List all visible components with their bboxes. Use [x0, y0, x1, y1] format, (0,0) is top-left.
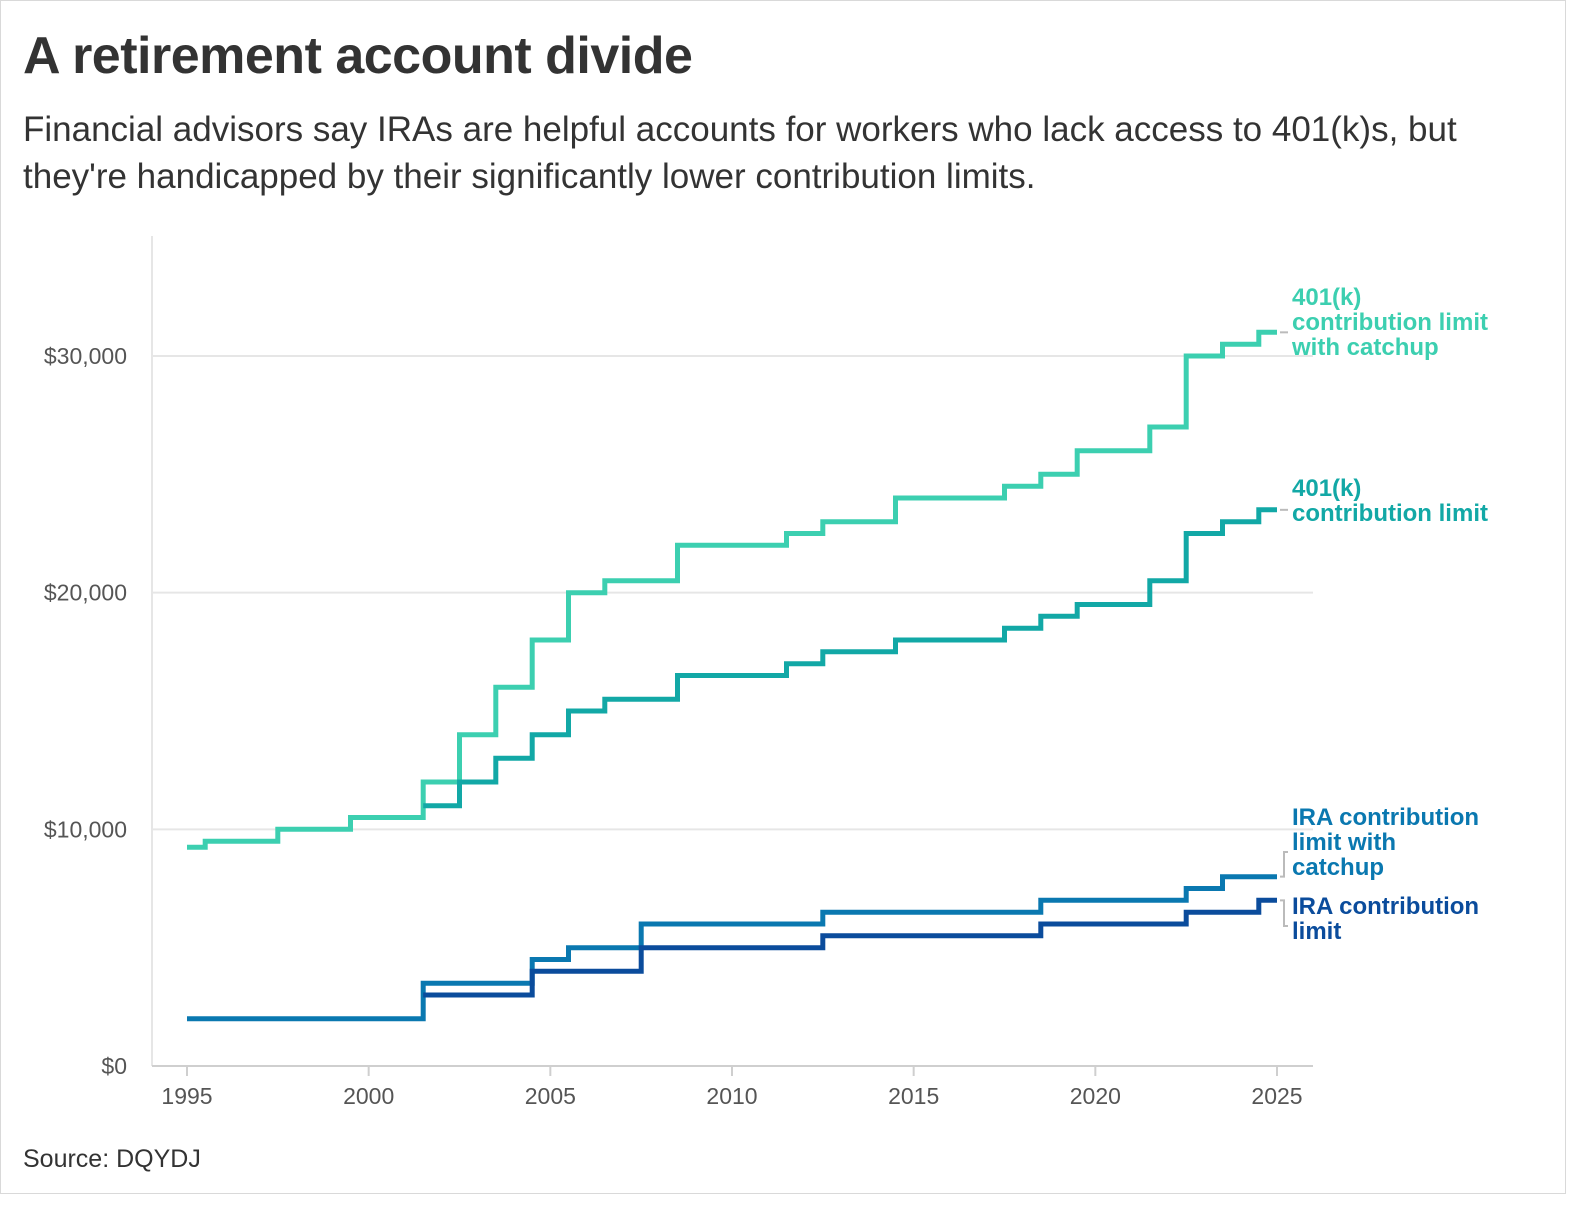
series-label-k401_catchup: 401(k) contribution limit with catchup — [1291, 284, 1488, 361]
x-tick-label: 2020 — [1070, 1083, 1121, 1109]
chart-frame — [0, 0, 1566, 1194]
x-tick-label: 2005 — [525, 1083, 576, 1109]
x-tick-label: 1995 — [161, 1083, 212, 1109]
x-tick-label: 2025 — [1251, 1083, 1302, 1109]
label-connector — [1280, 899, 1288, 927]
x-tick-label: 2010 — [706, 1083, 757, 1109]
series-line-k401_catchup — [187, 329, 1277, 850]
x-tick-label: 2015 — [888, 1083, 939, 1109]
series-label-k401: 401(k) contribution limit — [1292, 475, 1488, 527]
y-tick-label: $10,000 — [44, 816, 127, 842]
y-tick-label: $0 — [101, 1053, 127, 1079]
series-label-ira: IRA contribution limit — [1292, 893, 1479, 945]
label-connector — [1280, 851, 1288, 878]
x-tick-label: 2000 — [343, 1083, 394, 1109]
chart-title: A retirement account divide — [23, 27, 693, 85]
source-note: Source: DQYDJ — [23, 1145, 201, 1173]
chart-subtitle: Financial advisors say IRAs are helpful … — [23, 110, 1457, 196]
series-label-ira_catchup: IRA contribution limit with catchup — [1292, 804, 1479, 881]
y-tick-label: $30,000 — [44, 343, 127, 369]
y-tick-label: $20,000 — [44, 580, 127, 606]
series-line-k401 — [423, 507, 1277, 809]
series-line-ira_catchup — [187, 874, 1277, 1022]
series-line-ira — [423, 897, 1277, 998]
